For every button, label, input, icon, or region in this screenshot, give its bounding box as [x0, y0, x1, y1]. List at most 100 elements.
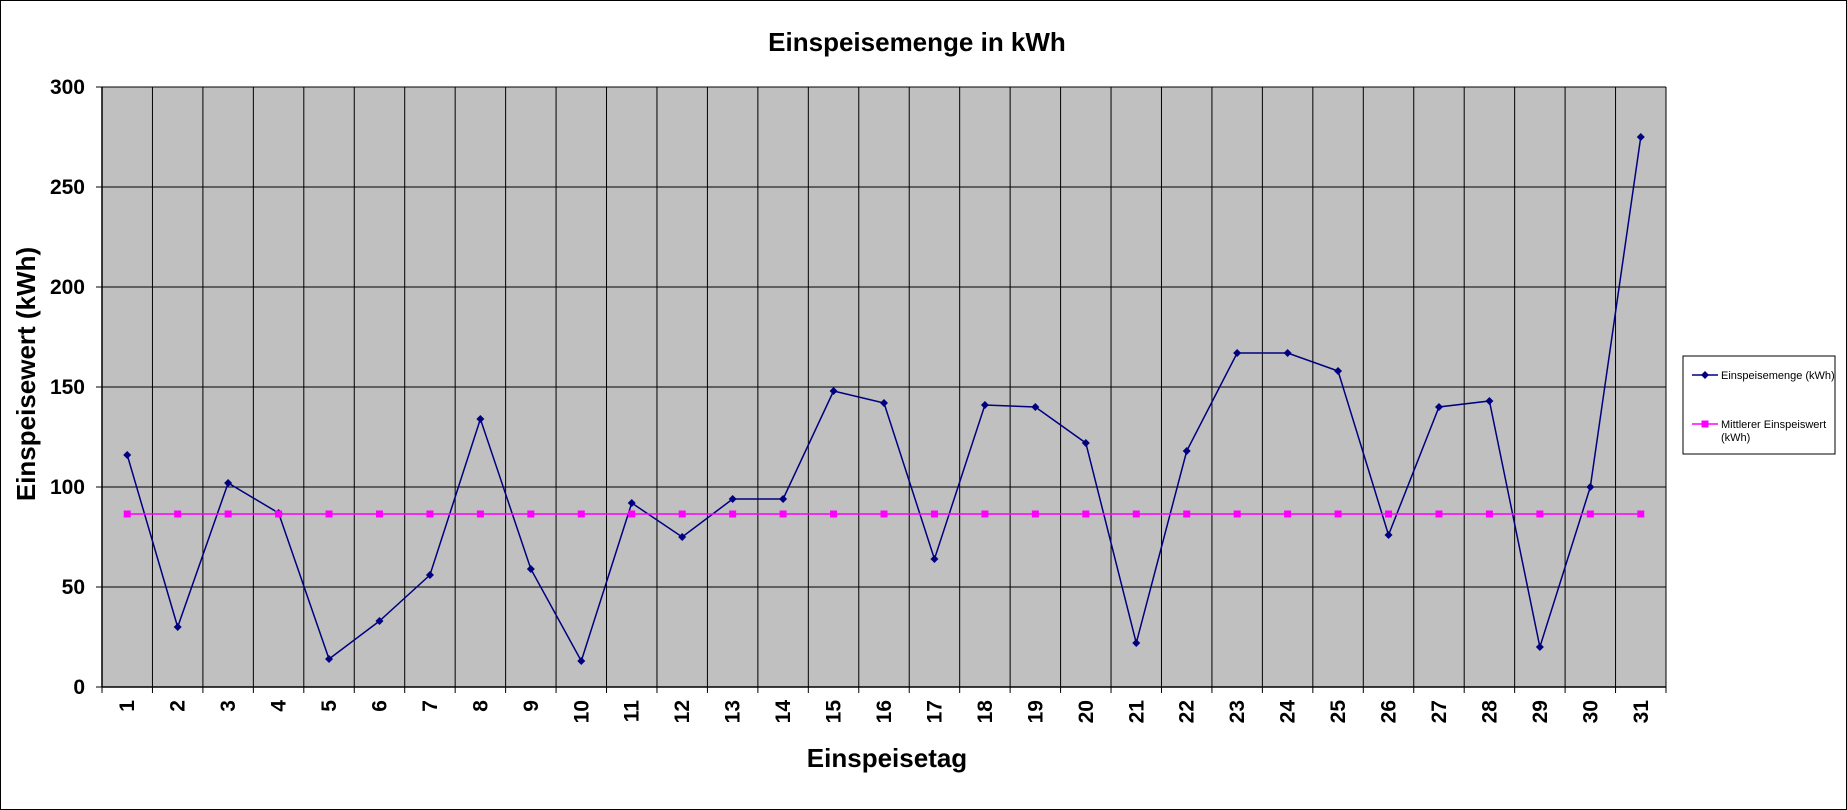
x-tick-label: 26 [1378, 700, 1401, 723]
series-1-point [173, 623, 182, 631]
x-axis-ticks: 1 2 3 4 5 6 7 8 9 10 11 12 13 14 15 16 17 18 19 20 21 22 23 24 2… [101, 687, 1667, 724]
x-tick-label: 29 [1529, 700, 1552, 723]
x-tick-label: 7 [419, 700, 442, 712]
series-1-point [1081, 439, 1090, 447]
series-1-point [1132, 639, 1141, 647]
x-tick-label: 21 [1125, 700, 1148, 724]
series-1-point [325, 655, 334, 663]
series-2-point [1132, 510, 1140, 518]
series-2-point [426, 510, 434, 518]
legend-series-2-marker [1701, 420, 1709, 428]
series-2-point [830, 510, 838, 518]
series-2-point [1586, 510, 1594, 518]
series-2-point [1485, 510, 1493, 518]
series-2-point [476, 510, 484, 518]
legend-box [1682, 355, 1836, 455]
x-tick-label: 4 [268, 700, 291, 712]
legend: Einspeisemenge (kWh) Mittlerer Einspeisw… [1682, 355, 1836, 455]
y-axis-title: Einspeisewert (kWh) [11, 247, 41, 501]
series-1-point [627, 499, 636, 507]
x-tick-label: 8 [469, 700, 492, 712]
series-2-point [729, 510, 737, 518]
series-2-point [880, 510, 888, 518]
series-2-point [981, 510, 989, 518]
y-tick-label: 0 [73, 676, 85, 699]
x-tick-label: 18 [974, 700, 997, 724]
series-2-point [678, 510, 686, 518]
chart-title: Einspeisemenge in kWh [768, 27, 1066, 57]
series-1-point [779, 495, 788, 503]
series-1-point [1182, 447, 1191, 455]
series-1-point [425, 571, 434, 579]
series-2-point [1637, 510, 1645, 518]
series-1-point [980, 401, 989, 409]
series-1-point [1334, 367, 1343, 375]
series-2-point [375, 510, 383, 518]
series-2-point [1233, 510, 1241, 518]
series-2-point [224, 510, 232, 518]
legend-series-1-label: Einspeisemenge (kWh) [1721, 370, 1835, 382]
series-1-point [1233, 349, 1242, 357]
y-tick-label: 300 [50, 76, 85, 99]
series-2-point [1284, 510, 1292, 518]
legend-series-2-label-line1: Mittlerer Einspeiswert [1721, 419, 1826, 431]
series-1-point [1283, 349, 1292, 357]
x-tick-label: 23 [1226, 700, 1249, 723]
series-1-point [375, 617, 384, 625]
series-2-point [174, 510, 182, 518]
series-2-point [577, 510, 585, 518]
series-layer [123, 133, 1645, 665]
series-1-point [728, 495, 737, 503]
legend-series-2-label: Mittlerer Einspeiswert (kWh) [1721, 419, 1829, 444]
series-2-point [1385, 510, 1393, 518]
series-1-point [224, 479, 233, 487]
x-tick-label: 12 [671, 700, 694, 723]
x-tick-label: 31 [1630, 700, 1653, 724]
x-tick-label: 1 [116, 700, 139, 712]
x-tick-label: 2 [167, 700, 190, 712]
series-2-point [628, 510, 636, 518]
series-1-point [1485, 397, 1494, 405]
series-1-point [1434, 403, 1443, 411]
series-2-point [930, 510, 938, 518]
series-2-point [325, 510, 333, 518]
series-1-point [476, 415, 485, 423]
series-2-point [779, 510, 787, 518]
series-2-point [1536, 510, 1544, 518]
series-1-point [1031, 403, 1040, 411]
series-1-point [1535, 643, 1544, 651]
series-2-point [1082, 510, 1090, 518]
series-1-point [123, 451, 132, 459]
x-tick-label: 22 [1176, 700, 1199, 723]
series-1-point [930, 555, 939, 563]
series-1-point [577, 657, 586, 665]
x-tick-label: 15 [823, 700, 846, 724]
x-tick-label: 25 [1327, 700, 1350, 724]
series-1-point [526, 565, 535, 573]
x-tick-label: 13 [722, 700, 745, 723]
plot-area [101, 86, 1667, 688]
x-tick-label: 5 [318, 700, 341, 712]
x-tick-label: 9 [520, 700, 543, 712]
x-tick-label: 11 [621, 700, 644, 723]
series-2-point [1435, 510, 1443, 518]
x-axis-title: Einspeisetag [807, 743, 967, 773]
series-1-point [678, 533, 687, 541]
y-tick-label: 100 [50, 476, 85, 499]
x-tick-label: 14 [772, 700, 795, 724]
legend-series-1-marker [1701, 371, 1709, 379]
x-tick-label: 30 [1579, 700, 1602, 723]
y-tick-label: 250 [50, 176, 85, 199]
x-tick-label: 27 [1428, 700, 1451, 723]
y-tick-label: 50 [62, 576, 85, 599]
x-tick-label: 6 [368, 700, 391, 712]
series-1-point [1586, 483, 1595, 491]
x-tick-label: 16 [873, 700, 896, 723]
legend-series-2-label-line2: (kWh) [1721, 432, 1750, 444]
y-tick-label: 150 [50, 376, 85, 399]
x-tick-label: 10 [570, 700, 593, 723]
y-tick-label: 200 [50, 276, 85, 299]
x-tick-label: 24 [1277, 700, 1300, 724]
x-tick-label: 19 [1024, 700, 1047, 723]
